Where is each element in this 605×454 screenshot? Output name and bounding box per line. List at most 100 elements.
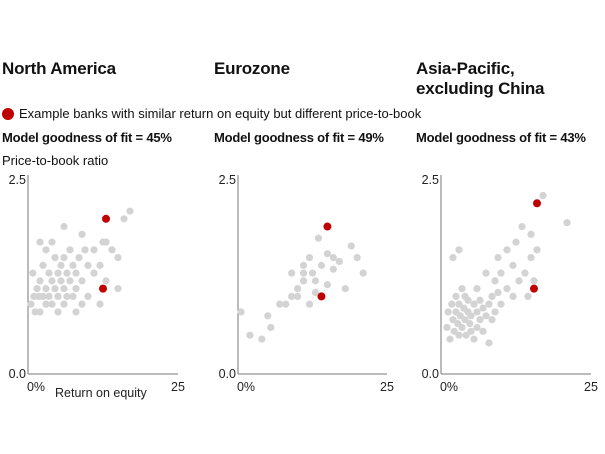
scatter-point (524, 292, 532, 300)
scatter-point (491, 308, 499, 316)
scatter-point (96, 300, 104, 308)
scatter-point (294, 292, 302, 300)
scatter-point (114, 254, 122, 262)
scatter-point (29, 269, 37, 277)
scatter-point (60, 222, 68, 231)
x-tick-label: 0% (237, 380, 255, 394)
scatter-point (503, 285, 511, 293)
scatter-point (90, 269, 98, 277)
legend-label: Example banks with similar return on equ… (19, 106, 422, 121)
scatter-point (299, 269, 308, 277)
scatter-point (494, 288, 502, 297)
scatter-point (102, 277, 110, 285)
scatter-point (72, 308, 80, 316)
scatter-point (126, 207, 134, 215)
scatter-point (488, 292, 496, 300)
scatter-point (305, 254, 314, 262)
scatter-point (237, 308, 245, 316)
scatter-point (464, 296, 472, 304)
scatter-point (539, 191, 547, 200)
scatter-point (470, 335, 478, 343)
scatter-point (36, 277, 44, 285)
scatter-point (452, 292, 460, 300)
scatter-point (311, 277, 320, 285)
x-tick-label: 0% (440, 380, 458, 394)
scatter-point (36, 238, 44, 246)
scatter-point (42, 300, 50, 308)
scatter-point (497, 269, 505, 277)
scatter-point (96, 261, 104, 269)
fit-label-north-america: Model goodness of fit = 45% (2, 130, 172, 145)
scatter-point (102, 238, 110, 246)
scatter-point (108, 246, 116, 254)
x-tick-label: 25 (584, 380, 598, 394)
scatter-point (467, 327, 475, 335)
scatter-point (446, 335, 454, 343)
scatter-point (473, 285, 481, 293)
scatter-point (476, 316, 484, 324)
scatter-point (527, 230, 535, 238)
scatter-point (27, 300, 35, 308)
scatter-point (466, 319, 474, 328)
scatter-point (288, 292, 296, 300)
scatter-point (491, 277, 499, 285)
scatter-point (72, 285, 80, 293)
scatter-point (444, 308, 452, 316)
scatter-point (482, 312, 490, 320)
y-tick-label: 0.0 (219, 367, 236, 381)
scatter-point (299, 261, 308, 269)
scatter-point (470, 300, 478, 308)
scatter-point (294, 285, 302, 293)
scatter-point (323, 281, 331, 289)
scatter-point (329, 254, 337, 262)
scatter-point (308, 269, 317, 277)
scatter-point (359, 269, 367, 277)
scatter-point (258, 335, 266, 343)
scatter-point (461, 316, 469, 324)
scatter-point (114, 285, 122, 293)
scatter-point (473, 323, 481, 332)
scatter-point (317, 261, 326, 269)
scatter-point (305, 300, 314, 308)
scatter-point (449, 254, 457, 262)
panel-title-asia-pacific-text: Asia-Pacific, excluding China (416, 59, 545, 98)
chart-panel-north-america: 2.5 0.00% 25 (9, 173, 185, 394)
scatter-point (341, 285, 349, 293)
scatter-point (81, 246, 89, 254)
highlight-point (102, 214, 110, 223)
scatter-point (488, 316, 496, 324)
scatter-point (329, 265, 337, 273)
scatter-point (485, 339, 493, 347)
y-axis-label: Price-to-book ratio (2, 153, 109, 168)
scatter-point (42, 285, 50, 293)
scatter-point (276, 300, 284, 308)
scatter-point (335, 257, 343, 266)
scatter-point (462, 331, 470, 339)
scatter-point (509, 292, 517, 300)
scatter-point (353, 254, 361, 262)
scatter-point (39, 292, 47, 300)
panel-title-eurozone: Eurozone (214, 59, 290, 78)
scatter-point (66, 246, 74, 254)
scatter-point (479, 327, 487, 335)
highlight-point (530, 284, 538, 293)
scatter-point (323, 250, 331, 258)
scatter-point (479, 304, 487, 312)
scatter-point (314, 234, 323, 242)
scatter-point (458, 285, 466, 293)
scatter-point (282, 300, 290, 308)
scatter-point (456, 312, 464, 320)
scatter-point (36, 308, 44, 316)
scatter-point (66, 277, 74, 285)
scatter-point (48, 300, 56, 308)
scatter-point (455, 246, 463, 254)
panel-title-asia-pacific: Asia-Pacific, excluding China (416, 59, 586, 99)
scatter-point (509, 261, 517, 269)
scatter-point (60, 254, 68, 262)
y-tick-label: 0.0 (9, 367, 26, 381)
scatter-point (485, 300, 493, 308)
scatter-point (497, 300, 505, 308)
scatter-point (42, 246, 50, 254)
highlight-point (99, 284, 107, 293)
